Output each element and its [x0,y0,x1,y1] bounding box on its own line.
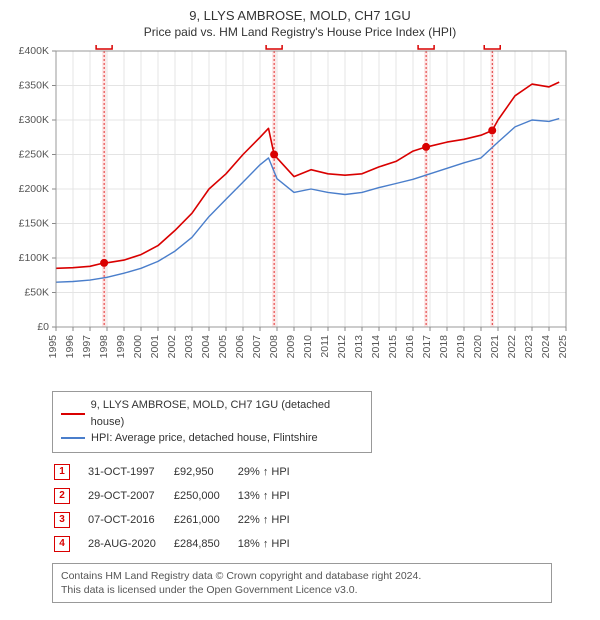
x-tick-label: 2025 [557,335,569,359]
legend-item: HPI: Average price, detached house, Flin… [61,430,363,447]
x-tick-label: 2023 [523,335,535,359]
event-date: 31-OCT-1997 [88,461,172,483]
x-tick-label: 2009 [285,335,297,359]
y-tick-label: £300K [19,114,49,126]
event-marker-label: 3 [423,45,429,48]
x-tick-label: 2007 [251,335,263,359]
footer-line-1: Contains HM Land Registry data © Crown c… [61,570,421,582]
x-tick-label: 2017 [421,335,433,359]
x-tick-label: 2001 [149,335,161,359]
y-tick-label: £0 [37,321,49,333]
x-tick-label: 2012 [336,335,348,359]
event-marker-label: 4 [489,45,495,48]
x-tick-label: 1995 [47,335,59,359]
event-marker-box: 2 [54,488,70,504]
x-tick-label: 2016 [404,335,416,359]
event-marker-box: 1 [54,464,70,480]
x-tick-label: 2002 [166,335,178,359]
event-delta: 18% ↑ HPI [238,533,306,555]
y-tick-label: £100K [19,252,49,264]
chart-subtitle: Price paid vs. HM Land Registry's House … [8,25,592,39]
y-tick-label: £250K [19,149,49,161]
event-price: £92,950 [174,461,236,483]
event-marker-box: 4 [54,536,70,552]
footer-line-2: This data is licensed under the Open Gov… [61,584,358,596]
x-tick-label: 2000 [132,335,144,359]
attribution-footer: Contains HM Land Registry data © Crown c… [52,563,552,603]
legend-swatch [61,413,85,415]
legend-item: 9, LLYS AMBROSE, MOLD, CH7 1GU (detached… [61,397,363,430]
event-row: 4 28-AUG-2020£284,85018% ↑ HPI [54,533,306,555]
x-tick-label: 2003 [183,335,195,359]
x-tick-label: 2010 [302,335,314,359]
event-marker-label: 2 [271,45,277,48]
event-marker-label: 1 [101,45,107,48]
event-marker-box: 3 [54,512,70,528]
line-chart-svg: £0 £50K £100K £150K £200K £250K £300K £350K £400… [8,45,592,385]
event-date: 28-AUG-2020 [88,533,172,555]
x-tick-label: 2019 [455,335,467,359]
legend: 9, LLYS AMBROSE, MOLD, CH7 1GU (detached… [52,391,372,453]
y-tick-label: £50K [24,287,49,299]
legend-label: HPI: Average price, detached house, Flin… [91,430,318,447]
y-tick-label: £400K [19,45,49,57]
y-tick-label: £350K [19,80,49,92]
x-tick-label: 1998 [98,335,110,359]
x-tick-label: 2013 [353,335,365,359]
x-tick-label: 2014 [370,335,382,359]
x-tick-label: 1999 [115,335,127,359]
event-date: 07-OCT-2016 [88,509,172,531]
x-tick-label: 2004 [200,335,212,359]
x-tick-label: 2022 [506,335,518,359]
event-delta: 13% ↑ HPI [238,485,306,507]
x-tick-label: 2006 [234,335,246,359]
x-tick-label: 2015 [387,335,399,359]
legend-swatch [61,437,85,439]
event-delta: 29% ↑ HPI [238,461,306,483]
x-tick-label: 2011 [319,335,331,358]
page-root: 9, LLYS AMBROSE, MOLD, CH7 1GU Price pai… [0,0,600,607]
x-tick-label: 2021 [489,335,501,359]
event-price: £261,000 [174,509,236,531]
y-tick-label: £150K [19,218,49,230]
x-tick-label: 1996 [64,335,76,359]
chart-title: 9, LLYS AMBROSE, MOLD, CH7 1GU [8,8,592,23]
x-tick-label: 2018 [438,335,450,359]
event-row: 2 29-OCT-2007£250,00013% ↑ HPI [54,485,306,507]
event-price: £284,850 [174,533,236,555]
event-delta: 22% ↑ HPI [238,509,306,531]
event-row: 1 31-OCT-1997£92,95029% ↑ HPI [54,461,306,483]
events-table: 1 31-OCT-1997£92,95029% ↑ HPI 2 29-OCT-2007… [52,459,308,557]
legend-label: 9, LLYS AMBROSE, MOLD, CH7 1GU (detached… [91,397,363,430]
event-row: 3 07-OCT-2016£261,00022% ↑ HPI [54,509,306,531]
x-tick-label: 2020 [472,335,484,359]
chart-area: £0 £50K £100K £150K £200K £250K £300K £350K £400… [8,45,592,385]
x-tick-label: 2008 [268,335,280,359]
event-date: 29-OCT-2007 [88,485,172,507]
x-tick-label: 2005 [217,335,229,359]
y-tick-label: £200K [19,183,49,195]
x-tick-label: 2024 [540,335,552,359]
x-tick-label: 1997 [81,335,93,359]
event-price: £250,000 [174,485,236,507]
